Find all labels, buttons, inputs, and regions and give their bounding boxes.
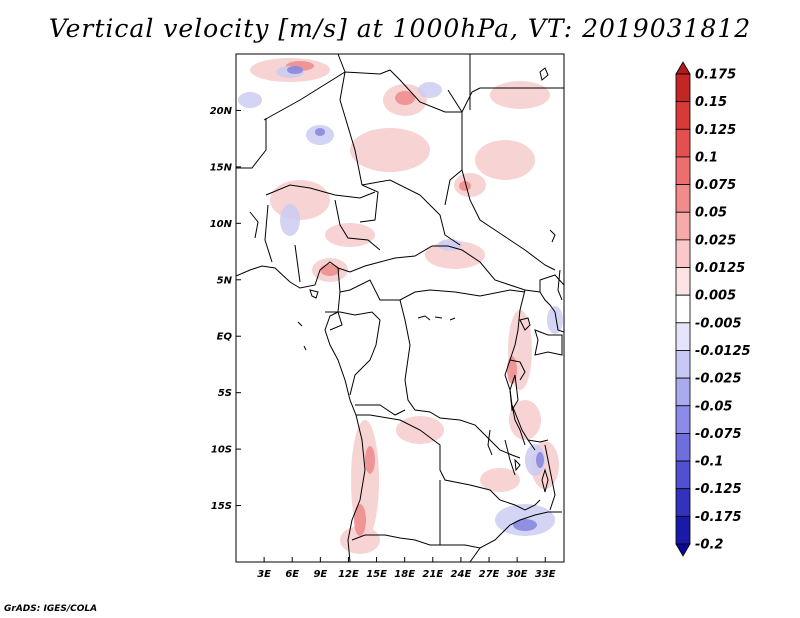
colorbar-segment [675,405,691,434]
map-frame [235,53,565,563]
colorbar-label: -0.175 [695,510,742,525]
colorbar-segment [675,460,691,490]
country-borders [236,54,564,562]
colorbar-segment [675,128,691,158]
lon-tick-label: 21E [422,569,443,580]
colorbar-segment [675,377,691,407]
colorbar-label: -0.025 [695,372,742,387]
colorbar-segment [675,101,691,130]
colorbar-label: 0.075 [695,178,736,193]
colorbar-label: -0.0125 [695,344,751,359]
lon-tick-label: 30E [507,569,528,580]
colorbar-segment [675,156,691,185]
colorbar-segment [675,350,691,379]
map-plot-area: 20N 15N 10N 5N EQ 5S 10S 15S 3E 6E 9E 12E 15E 18E 21E… [210,53,565,580]
colorbar-label: -0.05 [695,399,732,414]
colorbar-label: 0.025 [695,233,736,248]
colorbar-bottom-arrow [675,543,691,557]
longitude-axis: 3E 6E 9E 12E 15E 18E 21E 24E 27E 30E 33E [257,557,556,580]
latitude-axis: 20N 15N 10N 5N EQ 5S 10S 15S [210,106,241,512]
colorbar-label: 0.1 [695,150,718,165]
colorbar-label: 0.05 [695,206,727,221]
lat-tick-label: 5N [217,275,233,286]
colorbar-label: -0.2 [695,538,723,553]
colorbar-label: -0.005 [695,316,742,331]
lon-tick-label: 9E [313,569,327,580]
colorbar-label: -0.1 [695,455,723,470]
lat-tick-label: 5S [218,388,232,399]
lon-tick-label: 15E [366,569,387,580]
lon-tick-label: 27E [479,569,500,580]
colorbar-segment [675,239,691,268]
colorbar-segment [675,267,691,296]
lat-tick-label: 20N [210,106,233,117]
colorbar-segment [675,73,691,103]
colorbar-label: 0.0125 [695,261,745,276]
colorbar-segment [675,211,691,241]
colorbar-label: -0.125 [695,482,742,497]
colorbar-segment [675,294,691,324]
colorbar-segment [675,515,691,545]
colorbar: 0.175 0.15 0.125 0.1 0.075 0.05 0.025 0.0125 0.0… [675,61,751,557]
colorbar-label: 0.15 [695,95,727,110]
chart-title: Vertical velocity [m/s] at 1000hPa, VT: … [48,14,752,43]
lon-tick-label: 6E [285,569,299,580]
lon-tick-label: 3E [257,569,271,580]
colorbar-segment [675,322,691,351]
colorbar-segment [675,433,691,462]
lat-tick-label: 15S [211,501,232,512]
lon-tick-label: 12E [338,569,359,580]
colorbar-label: 0.125 [695,123,736,138]
colorbar-segment [675,184,691,213]
lon-tick-label: 24E [451,569,472,580]
colorbar-label: 0.175 [695,68,736,83]
lon-tick-label: 33E [535,569,556,580]
colorbar-label: -0.075 [695,427,742,442]
lat-tick-label: EQ [217,332,233,343]
colorbar-segment [675,488,691,517]
lat-tick-label: 10S [211,445,232,456]
lat-tick-label: 15N [210,162,233,173]
colorbar-top-arrow [675,61,691,75]
lon-tick-label: 18E [394,569,415,580]
colorbar-label: 0.005 [695,289,736,304]
footer-credit: GrADS: IGES/COLA [4,604,98,614]
lat-tick-label: 10N [210,219,233,230]
strong-upward-blobs [287,66,544,531]
